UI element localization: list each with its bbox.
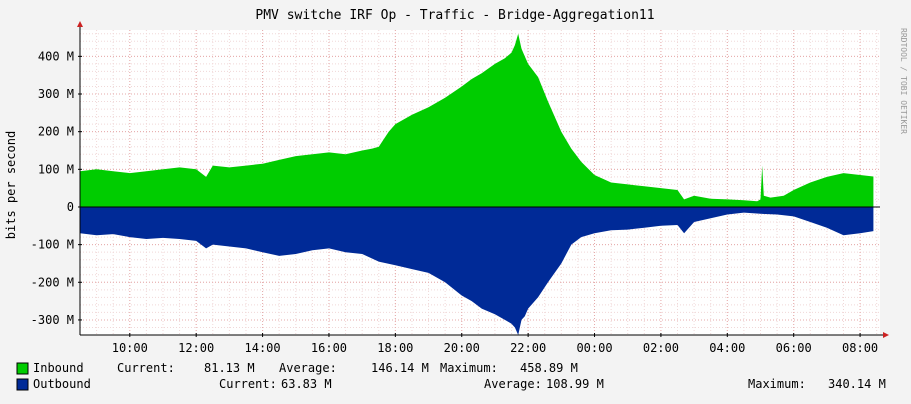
legend-name: Outbound (33, 377, 91, 391)
rrdtool-watermark: RRDTOOL / TOBI OETIKER (899, 28, 908, 134)
series-area-outbound (80, 207, 874, 335)
legend-average-label: Average: (279, 361, 337, 375)
x-tick-label: 16:00 (311, 341, 347, 355)
legend-current-label: Current: (219, 377, 277, 391)
x-tick-label: 14:00 (245, 341, 281, 355)
x-tick-label: 18:00 (377, 341, 413, 355)
x-tick-label: 02:00 (643, 341, 679, 355)
x-tick-label: 10:00 (112, 341, 148, 355)
legend-current: 81.13 M (204, 361, 255, 375)
x-tick-label: 12:00 (178, 341, 214, 355)
legend-maximum: 458.89 M (520, 361, 578, 375)
chart-title: PMV switche IRF Op - Traffic - Bridge-Ag… (255, 8, 654, 23)
y-tick-label: -300 M (31, 313, 74, 327)
legend-maximum-label: Maximum: (748, 377, 806, 391)
x-tick-label: 20:00 (444, 341, 480, 355)
series-layer (80, 33, 874, 335)
legend-average: 108.99 M (546, 377, 604, 391)
x-tick-label: 04:00 (709, 341, 745, 355)
legend-maximum-label: Maximum: (440, 361, 498, 375)
x-axis-arrow (883, 332, 889, 338)
y-tick-label: 200 M (38, 125, 74, 139)
legend-current: 63.83 M (281, 377, 332, 391)
y-tick-label: -200 M (31, 275, 74, 289)
y-axis-arrow (77, 21, 83, 27)
y-tick-label: -100 M (31, 238, 74, 252)
legend-swatch-outbound (16, 378, 29, 391)
y-tick-label: 100 M (38, 162, 74, 176)
legend-average-label: Average: (484, 377, 542, 391)
y-tick-label: 300 M (38, 87, 74, 101)
series-area-inbound (80, 33, 874, 207)
legend-average: 146.14 M (371, 361, 429, 375)
x-tick-label: 22:00 (510, 341, 546, 355)
legend-name: Inbound (33, 361, 84, 375)
axis-layer: 400 M 300 M 200 M 100 M 0 -100 M -200 M -300 M 1… (31, 21, 889, 355)
legend-maximum: 340.14 M (828, 377, 886, 391)
y-tick-label: 400 M (38, 49, 74, 63)
y-axis-label: bits per second (4, 131, 18, 239)
y-tick-label: 0 (67, 200, 74, 214)
legend-current-label: Current: (117, 361, 175, 375)
x-tick-label: 00:00 (576, 341, 612, 355)
x-tick-label: 08:00 (842, 341, 878, 355)
legend-swatch-inbound (16, 362, 29, 375)
x-tick-label: 06:00 (776, 341, 812, 355)
legend: Inbound Current: 81.13 M Average: 146.14 M Ma… (16, 361, 886, 391)
